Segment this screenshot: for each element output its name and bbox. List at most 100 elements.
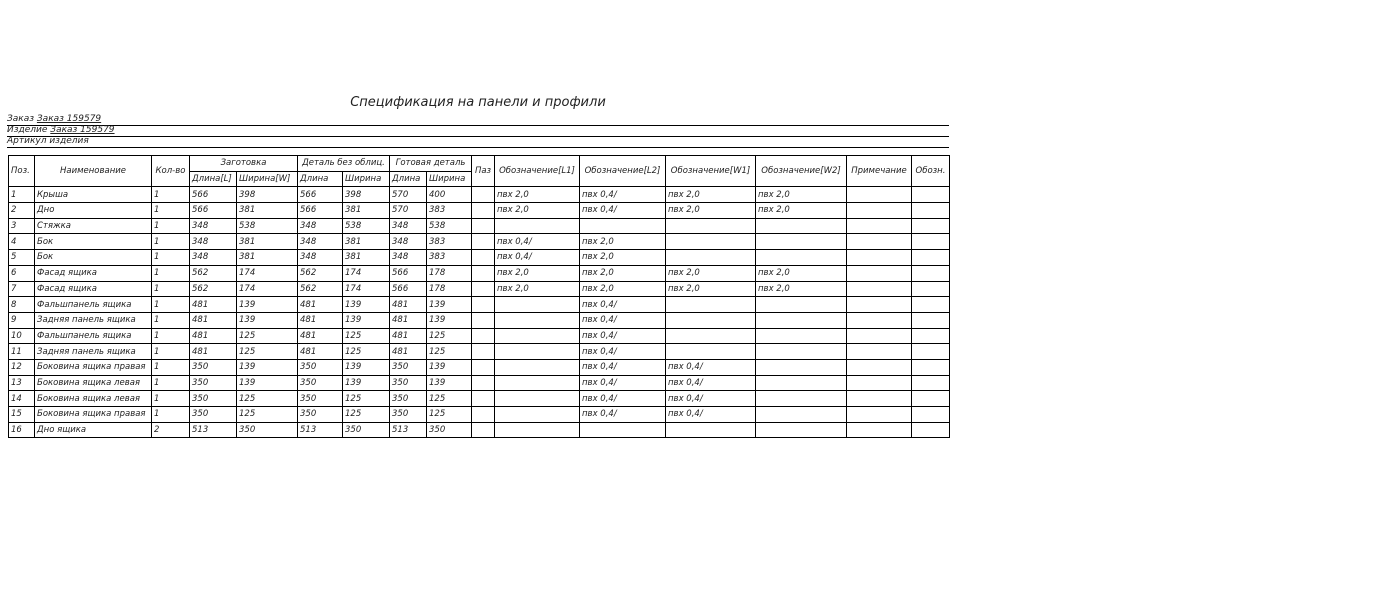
table-cell — [911, 249, 950, 266]
table-cell: 481 — [297, 343, 343, 360]
table-cell — [846, 296, 912, 313]
table-cell: 139 — [426, 374, 472, 392]
table-row: 2 Дно 1 566 381 566 381 570 383 пвх 2,0 пвх 0,4/пв… — [8, 202, 950, 219]
table-cell — [471, 264, 495, 282]
table-cell: 15 — [8, 406, 35, 423]
table-cell: пвх 0,4/ — [494, 233, 580, 251]
table-cell: пвх 2,0 — [665, 202, 756, 219]
product-line: Изделие Заказ 159579 — [7, 125, 949, 137]
table-cell: 139 — [236, 311, 298, 329]
header-paz: Паз — [471, 154, 495, 188]
table-cell: 125 — [236, 390, 298, 407]
table-cell — [471, 311, 495, 329]
table-cell: Боковина ящика правая — [34, 358, 152, 376]
table-cell: Стяжка — [34, 217, 152, 235]
table-cell — [846, 358, 912, 376]
table-cell: 174 — [236, 280, 298, 298]
table-cell: пвх 2,0 — [755, 264, 847, 282]
table-cell — [911, 374, 950, 392]
table-cell: Дно — [34, 202, 152, 219]
table-row: 11 Задняя панель ящика 1 481 125 481 125 481 125… — [8, 343, 950, 360]
table-cell: Крыша — [34, 186, 152, 204]
table-cell: 1 — [151, 233, 190, 251]
table-cell — [471, 202, 495, 219]
order-label: Заказ — [7, 114, 35, 124]
table-cell: Фасад ящика — [34, 264, 152, 282]
table-cell: 562 — [297, 264, 343, 282]
table-cell — [755, 390, 847, 407]
table-cell: 125 — [426, 343, 472, 360]
table-cell: пвх 2,0 — [579, 264, 666, 282]
table-cell: 174 — [342, 264, 390, 282]
table-cell — [846, 327, 912, 345]
header-finished-width: Ширина — [426, 170, 472, 188]
table-cell: пвх 0,4/ — [665, 358, 756, 376]
table-row: 5 Бок 1 348 381 348 381 348 383 пвх 0,4/пвх 2,0 — [8, 249, 950, 266]
table-cell: пвх 0,4/ — [579, 186, 666, 204]
table-cell: 1 — [151, 202, 190, 219]
table-cell: 538 — [426, 217, 472, 235]
table-cell — [471, 186, 495, 204]
table-cell — [846, 249, 912, 266]
table-cell: пвх 2,0 — [494, 202, 580, 219]
table-cell — [494, 421, 580, 439]
table-cell: 562 — [189, 280, 237, 298]
table-cell: 125 — [236, 406, 298, 423]
table-cell: пвх 2,0 — [494, 186, 580, 204]
table-cell: 12 — [8, 358, 35, 376]
table-cell — [494, 327, 580, 345]
table-cell — [471, 406, 495, 423]
table-cell — [471, 233, 495, 251]
table-cell: 481 — [189, 343, 237, 360]
table-cell — [579, 421, 666, 439]
table-cell: 1 — [151, 374, 190, 392]
table-row: 3 Стяжка 1 348 538 348 538 348 538 — [8, 217, 950, 235]
table-cell: 13 — [8, 374, 35, 392]
header-designation: Обозн. — [911, 154, 950, 188]
table-cell — [665, 327, 756, 345]
article-line: Артикул изделия — [7, 136, 949, 148]
table-cell: 350 — [389, 406, 427, 423]
table-cell: пвх 2,0 — [579, 280, 666, 298]
table-cell: 1 — [151, 327, 190, 345]
table-cell: 139 — [426, 311, 472, 329]
table-cell: пвх 0,4/ — [665, 406, 756, 423]
table-cell — [911, 186, 950, 204]
table-cell — [494, 296, 580, 313]
header-pos: Поз. — [8, 154, 35, 188]
header-note: Примечание — [846, 154, 912, 188]
table-cell — [665, 249, 756, 266]
table-cell: 566 — [189, 186, 237, 204]
table-cell: 178 — [426, 264, 472, 282]
table-cell: пвх 0,4/ — [579, 390, 666, 407]
header-w2: Обозначение[W2] — [755, 154, 847, 188]
table-cell: 400 — [426, 186, 472, 204]
table-cell — [846, 390, 912, 407]
table-cell: пвх 0,4/ — [579, 406, 666, 423]
table-cell: 2 — [8, 202, 35, 219]
table-cell: 125 — [426, 406, 472, 423]
table-cell: 350 — [297, 390, 343, 407]
table-cell: 174 — [342, 280, 390, 298]
table-cell: пвх 2,0 — [665, 280, 756, 298]
table-cell — [665, 217, 756, 235]
table-cell: 11 — [8, 343, 35, 360]
table-cell: 481 — [389, 311, 427, 329]
table-cell — [755, 311, 847, 329]
table-cell: 350 — [297, 374, 343, 392]
table-cell: 481 — [389, 296, 427, 313]
table-cell: пвх 2,0 — [579, 233, 666, 251]
table-cell: 566 — [389, 264, 427, 282]
table-cell — [911, 358, 950, 376]
table-cell: 1 — [151, 311, 190, 329]
table-cell: 348 — [389, 233, 427, 251]
table-cell — [755, 374, 847, 392]
table-cell: Фальшпанель ящика — [34, 327, 152, 345]
table-cell: 350 — [389, 374, 427, 392]
table-cell: 5 — [8, 249, 35, 266]
table-cell: Боковина ящика левая — [34, 390, 152, 407]
table-cell: 381 — [236, 233, 298, 251]
table-cell: 348 — [389, 217, 427, 235]
table-cell — [911, 217, 950, 235]
table-cell: Задняя панель ящика — [34, 343, 152, 360]
